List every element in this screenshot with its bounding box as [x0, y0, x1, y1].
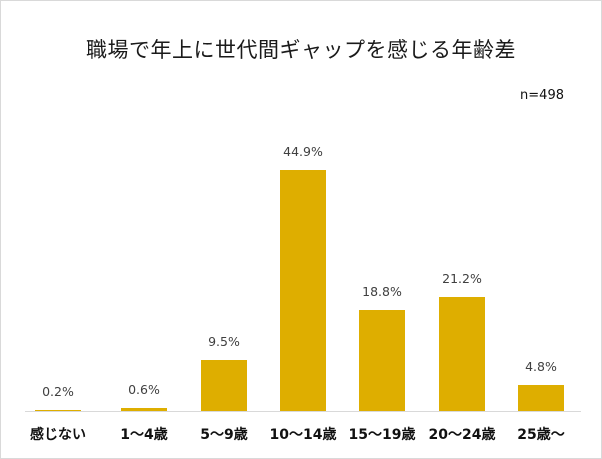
category-label-0: 感じない [30, 427, 86, 443]
bar-4 [359, 310, 405, 411]
bar-5 [439, 297, 485, 411]
category-label-4: 15～19歳 [348, 427, 416, 443]
bar-1 [121, 407, 167, 411]
value-label-6: 4.8% [525, 359, 557, 375]
category-label-1: 1～4歳 [120, 427, 168, 443]
bar-3 [280, 169, 326, 411]
bar-0 [35, 409, 81, 411]
value-label-0: 0.2% [42, 383, 74, 399]
value-label-3: 44.9% [283, 143, 323, 159]
chart-title: 職場で年上に世代間ギャップを感じる年齢差 [86, 38, 516, 62]
value-label-4: 18.8% [362, 284, 402, 300]
bar-2 [201, 359, 247, 411]
bar-6 [518, 385, 564, 411]
sample-size-label: n=498 [520, 88, 564, 103]
x-axis-line [25, 411, 581, 412]
category-label-5: 20～24歳 [428, 427, 496, 443]
category-label-3: 10～14歳 [269, 427, 337, 443]
value-label-1: 0.6% [128, 381, 160, 397]
category-label-6: 25歳～ [517, 427, 565, 443]
value-label-5: 21.2% [442, 271, 482, 287]
value-label-2: 9.5% [208, 333, 240, 349]
category-label-2: 5～9歳 [200, 427, 248, 443]
